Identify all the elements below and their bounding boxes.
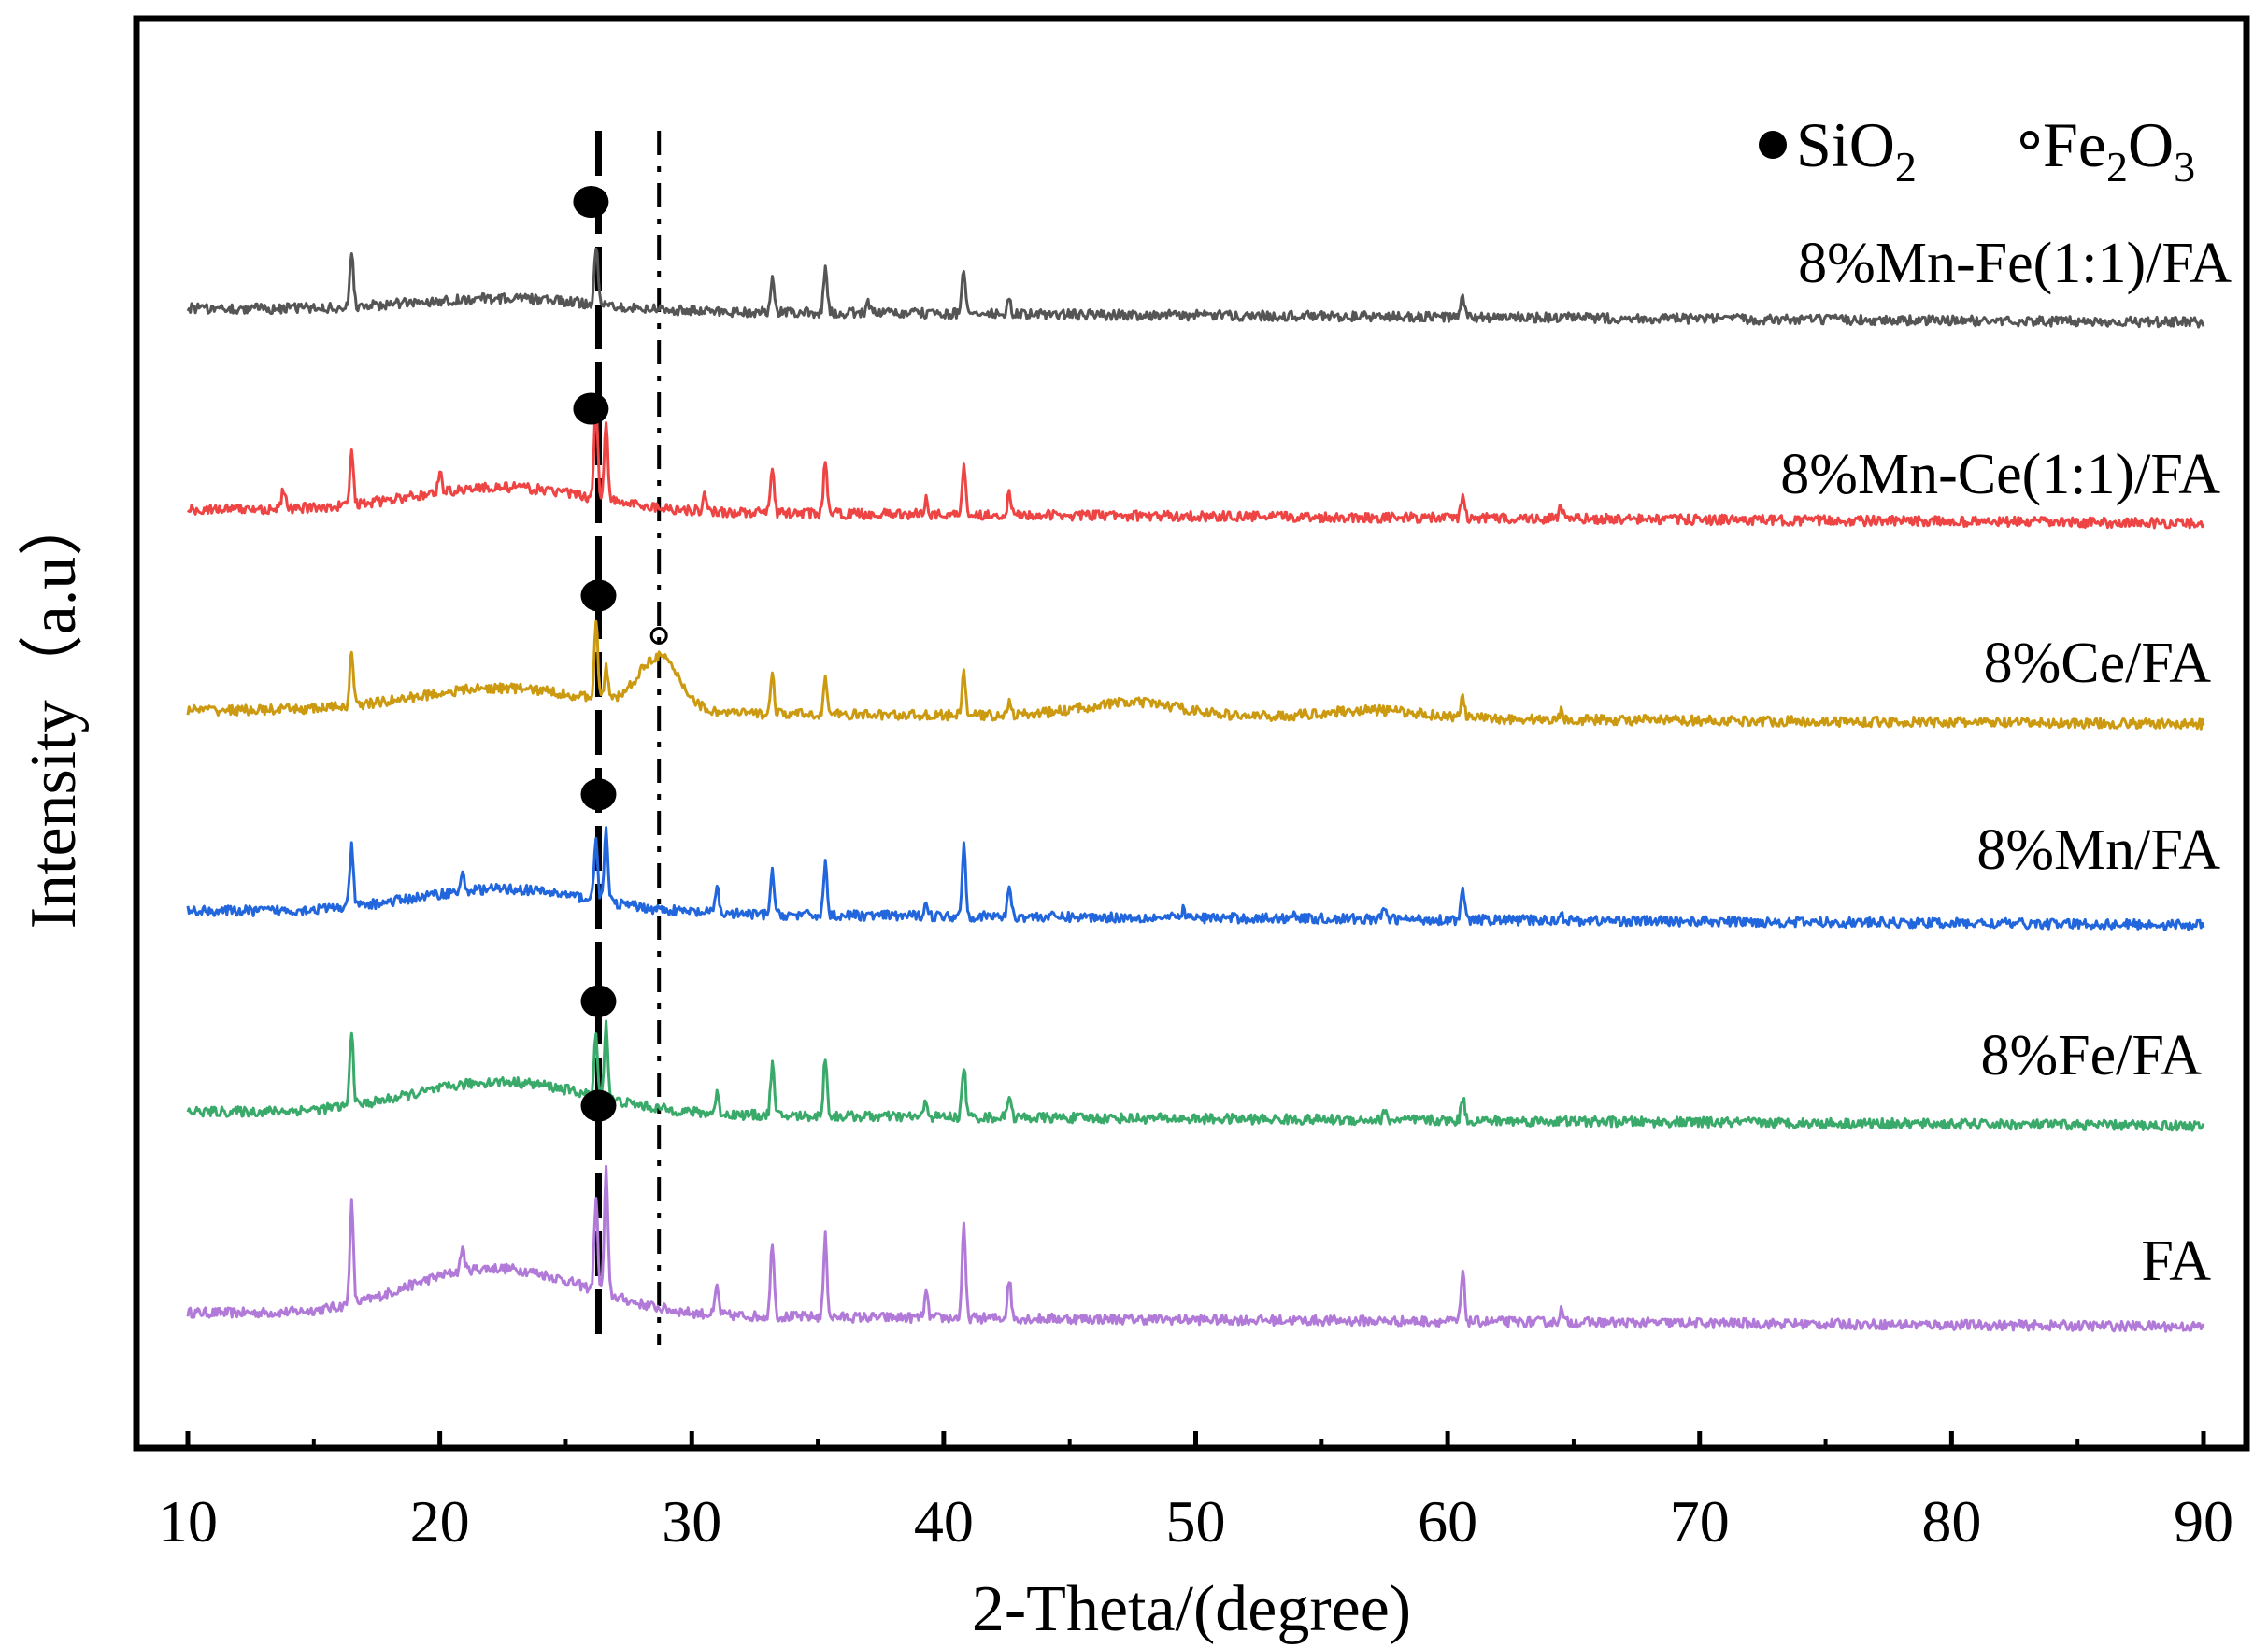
x-tick-label-20: 20 bbox=[410, 1488, 470, 1555]
sio2-marker-2 bbox=[580, 778, 617, 811]
series-label-1: 8%Fe/FA bbox=[1980, 1024, 2202, 1087]
series-line-1 bbox=[186, 1019, 2205, 1132]
y-axis-title: Intensity（a.u） bbox=[18, 491, 90, 930]
series-label-5: 8%Mn-Fe(1:1)/FA bbox=[1798, 232, 2232, 295]
x-tick-label-10: 10 bbox=[158, 1488, 218, 1555]
legend-sio2-marker bbox=[1759, 131, 1787, 159]
series-label-0: FA bbox=[2141, 1229, 2211, 1293]
fe2o3-marker-3 bbox=[649, 626, 668, 645]
sio2-marker-4 bbox=[573, 392, 609, 425]
series-labels: FA 8%Fe/FA 8%Mn/FA 8%Ce/FA 8%Mn-Ce(1:1)/FA 8%… bbox=[1780, 232, 2232, 1293]
series-label-4: 8%Mn-Ce(1:1)/FA bbox=[1780, 443, 2220, 506]
x-tick-label-90: 90 bbox=[2174, 1488, 2233, 1555]
phase-markers bbox=[573, 186, 668, 1122]
series-label-3: 8%Ce/FA bbox=[1984, 632, 2212, 695]
x-tick-label-30: 30 bbox=[662, 1488, 721, 1555]
reference-lines bbox=[594, 131, 662, 1345]
legend-sio2-label: SiO2 bbox=[1796, 109, 1917, 191]
x-tick-label-40: 40 bbox=[914, 1488, 974, 1555]
sio2-marker-0 bbox=[580, 1089, 617, 1122]
plot-frame bbox=[133, 15, 2250, 1452]
series-line-2 bbox=[186, 826, 2205, 931]
series-line-4 bbox=[186, 402, 2205, 530]
x-axis: 10 20 30 40 50 60 70 80 90 bbox=[158, 1431, 2233, 1555]
x-tick-label-50: 50 bbox=[1166, 1488, 1226, 1555]
series-label-2: 8%Mn/FA bbox=[1976, 818, 2220, 882]
x-tick-label-60: 60 bbox=[1418, 1488, 1477, 1555]
series-line-3 bbox=[186, 619, 2205, 731]
series-line-0 bbox=[186, 1164, 2205, 1333]
legend-fe2o3-marker bbox=[2020, 131, 2039, 149]
x-tick-label-70: 70 bbox=[1670, 1488, 1730, 1555]
series-group bbox=[186, 247, 2205, 1333]
legend: SiO2 Fe2O3 bbox=[1759, 109, 2195, 191]
series-line-5 bbox=[186, 247, 2205, 329]
sio2-marker-5 bbox=[573, 186, 609, 219]
legend-fe2o3-label: Fe2O3 bbox=[2043, 109, 2195, 191]
sio2-marker-3 bbox=[580, 579, 617, 612]
x-axis-title: 2-Theta/(degree) bbox=[972, 1573, 1411, 1645]
sio2-marker-1 bbox=[580, 985, 617, 1017]
x-tick-label-80: 80 bbox=[1921, 1488, 1981, 1555]
